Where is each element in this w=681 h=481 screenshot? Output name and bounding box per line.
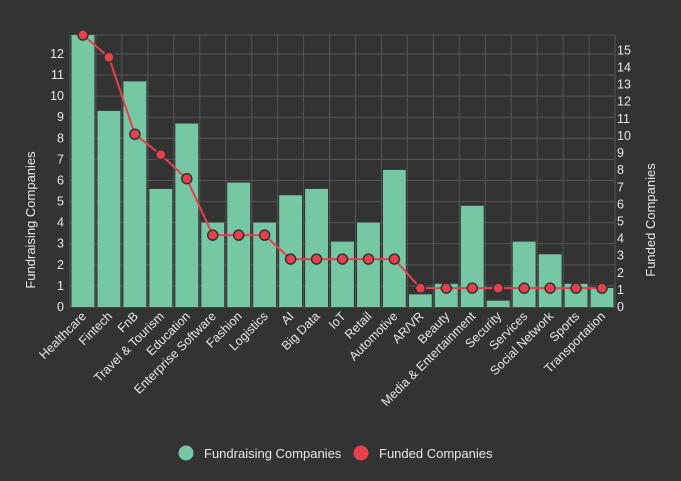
bar-2[interactable] xyxy=(123,81,147,307)
left-tick-label-1: 1 xyxy=(57,279,64,293)
bar-15[interactable] xyxy=(460,205,484,307)
bar-17[interactable] xyxy=(512,241,536,307)
funded-point-5[interactable] xyxy=(206,229,219,241)
right-tick-label-8: 8 xyxy=(617,163,624,177)
bar-16[interactable] xyxy=(486,300,510,307)
right-tick-label-7: 7 xyxy=(617,180,624,194)
left-tick-label-2: 2 xyxy=(57,258,64,272)
bar-1[interactable] xyxy=(97,110,121,307)
legend-label-fundraising: Fundraising Companies xyxy=(204,446,342,461)
right-tick-label-12: 12 xyxy=(617,95,631,109)
left-tick-label-6: 6 xyxy=(57,173,64,187)
bar-9[interactable] xyxy=(305,188,328,307)
bar-13[interactable] xyxy=(408,294,432,307)
funded-point-19[interactable] xyxy=(570,282,582,294)
right-tick-label-15: 15 xyxy=(617,43,631,57)
right-tick-label-14: 14 xyxy=(617,61,631,75)
legend-label-funded: Funded Companies xyxy=(379,446,493,461)
funded-point-1[interactable] xyxy=(103,51,115,63)
legend-swatch-fundraising xyxy=(178,445,194,461)
bar-0[interactable] xyxy=(71,35,95,307)
legend-item-fundraising[interactable]: Fundraising Companies xyxy=(178,445,342,462)
funded-point-9[interactable] xyxy=(310,253,323,265)
right-tick-label-13: 13 xyxy=(617,78,631,92)
left-axis-title: Fundraising Companies xyxy=(23,151,38,289)
left-tick-label-11: 11 xyxy=(51,68,64,82)
right-tick-label-10: 10 xyxy=(617,129,631,143)
right-tick-label-2: 2 xyxy=(617,266,624,280)
left-tick-label-8: 8 xyxy=(57,131,64,145)
bar-4[interactable] xyxy=(175,123,199,307)
funded-point-4[interactable] xyxy=(181,172,193,185)
funded-point-2[interactable] xyxy=(129,128,141,140)
funded-point-18[interactable] xyxy=(544,282,556,294)
funded-point-3[interactable] xyxy=(155,148,167,161)
bar-8[interactable] xyxy=(279,195,303,307)
right-tick-label-11: 11 xyxy=(617,112,630,126)
funded-point-20[interactable] xyxy=(596,282,608,294)
funded-point-12[interactable] xyxy=(388,253,401,265)
left-tick-label-0: 0 xyxy=(57,300,64,314)
bar-3[interactable] xyxy=(149,188,173,307)
bar-18[interactable] xyxy=(538,254,562,307)
left-tick-label-4: 4 xyxy=(57,216,64,230)
bars xyxy=(71,35,614,307)
left-tick-label-10: 10 xyxy=(50,89,64,103)
funded-point-11[interactable] xyxy=(362,253,375,265)
right-tick-label-1: 1 xyxy=(617,283,624,297)
left-tick-label-3: 3 xyxy=(57,237,64,251)
funded-point-0[interactable] xyxy=(77,29,89,41)
funded-point-15[interactable] xyxy=(466,282,479,294)
right-tick-label-9: 9 xyxy=(617,146,624,160)
funded-point-16[interactable] xyxy=(492,282,504,294)
left-tick-label-12: 12 xyxy=(50,47,64,61)
left-tick-label-7: 7 xyxy=(57,152,64,166)
bar-20[interactable] xyxy=(590,288,614,307)
bar-5[interactable] xyxy=(201,222,225,307)
funded-point-10[interactable] xyxy=(336,253,349,265)
funded-point-8[interactable] xyxy=(284,253,297,265)
bar-14[interactable] xyxy=(434,283,458,307)
right-axis-title: Funded Companies xyxy=(643,163,658,277)
funded-point-6[interactable] xyxy=(232,229,245,241)
legend-swatch-funded xyxy=(353,445,369,461)
funded-line-layer xyxy=(77,29,608,294)
funded-point-13[interactable] xyxy=(414,282,427,294)
bar-6[interactable] xyxy=(227,182,251,307)
bar-12[interactable] xyxy=(382,169,406,307)
funded-point-17[interactable] xyxy=(518,282,530,294)
legend: Fundraising Companies Funded Companies xyxy=(178,445,493,462)
bar-10[interactable] xyxy=(331,241,354,307)
right-tick-label-0: 0 xyxy=(617,300,624,314)
bar-19[interactable] xyxy=(564,283,588,307)
left-tick-label-9: 9 xyxy=(57,110,64,124)
legend-item-funded[interactable]: Funded Companies xyxy=(353,445,493,462)
right-tick-label-5: 5 xyxy=(617,214,624,228)
left-tick-label-5: 5 xyxy=(57,195,64,209)
bar-7[interactable] xyxy=(253,222,277,307)
right-tick-label-4: 4 xyxy=(617,232,624,246)
right-tick-label-3: 3 xyxy=(617,249,624,263)
right-tick-label-6: 6 xyxy=(617,197,624,211)
funded-point-14[interactable] xyxy=(440,282,453,294)
funded-point-7[interactable] xyxy=(258,229,271,241)
